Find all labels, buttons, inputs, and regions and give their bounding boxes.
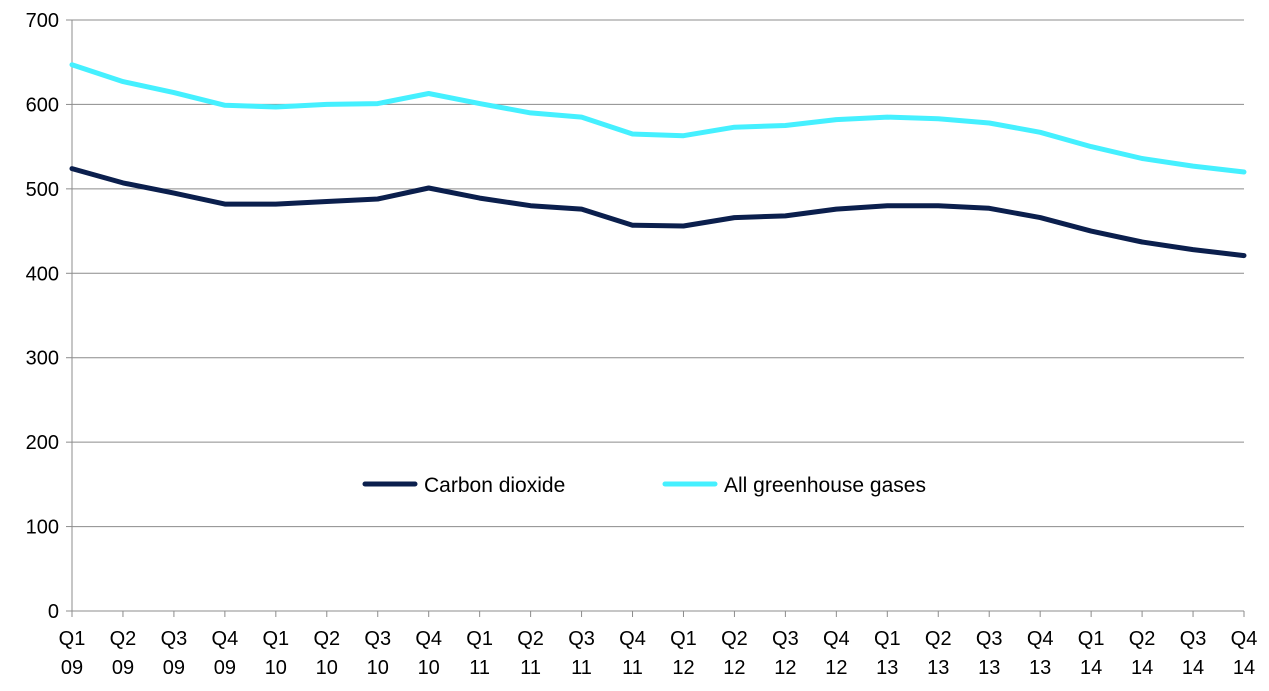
x-tick-label: Q3 10 [364,628,391,679]
x-tick-label: Q1 09 [59,628,86,679]
x-tick-label: Q2 11 [517,628,544,679]
y-tick-label: 0 [48,601,59,623]
x-tick-label: Q3 13 [976,628,1003,679]
x-tick-label: Q2 12 [721,628,748,679]
series-line-0 [69,166,1247,259]
y-tick-label: 300 [26,348,59,370]
y-axis-tick-labels: 0 100 200 300 400 500 600 700 [26,10,59,623]
x-tick-label: Q3 12 [772,628,799,679]
x-tick-label: Q2 14 [1129,628,1156,679]
x-tick-label: Q1 11 [466,628,493,679]
x-tick-label: Q4 10 [415,628,442,679]
y-tick-label: 700 [26,10,59,32]
x-tick-label: Q1 10 [262,628,289,679]
y-tick-label: 100 [26,517,59,539]
series-line-1 [69,62,1247,175]
y-tick-label: 400 [26,263,59,285]
x-tick-label: Q1 14 [1078,628,1105,679]
axes [66,19,1245,617]
x-tick-label: Q1 13 [874,628,901,679]
gridlines [72,19,1244,528]
x-tick-label: Q3 09 [161,628,188,679]
x-tick-label: Q2 09 [110,628,137,679]
legend-label: All greenhouse gases [724,474,926,497]
x-axis-tick-labels: Q1 09 Q2 09 Q3 09 Q4 09 Q1 10 Q2 10 Q3 10 Q4 10 Q1 11 Q2 11… [59,628,1258,679]
y-tick-label: 200 [26,432,59,454]
x-tick-label: Q4 12 [823,628,850,679]
x-tick-label: Q1 12 [670,628,697,679]
y-tick-label: 500 [26,179,59,201]
y-tick-label: 600 [26,94,59,116]
x-tick-label: Q4 09 [212,628,239,679]
x-tick-label: Q3 11 [568,628,595,679]
x-tick-label: Q4 13 [1027,628,1054,679]
x-tick-label: Q3 14 [1180,628,1207,679]
x-tick-label: Q4 11 [619,628,646,679]
legend-label: Carbon dioxide [424,474,565,497]
legend: Carbon dioxide All greenhouse gases [362,474,926,497]
x-tick-label: Q2 13 [925,628,952,679]
series-lines [69,62,1247,259]
x-tick-label: Q4 14 [1231,628,1258,679]
x-tick-label: Q2 10 [313,628,340,679]
